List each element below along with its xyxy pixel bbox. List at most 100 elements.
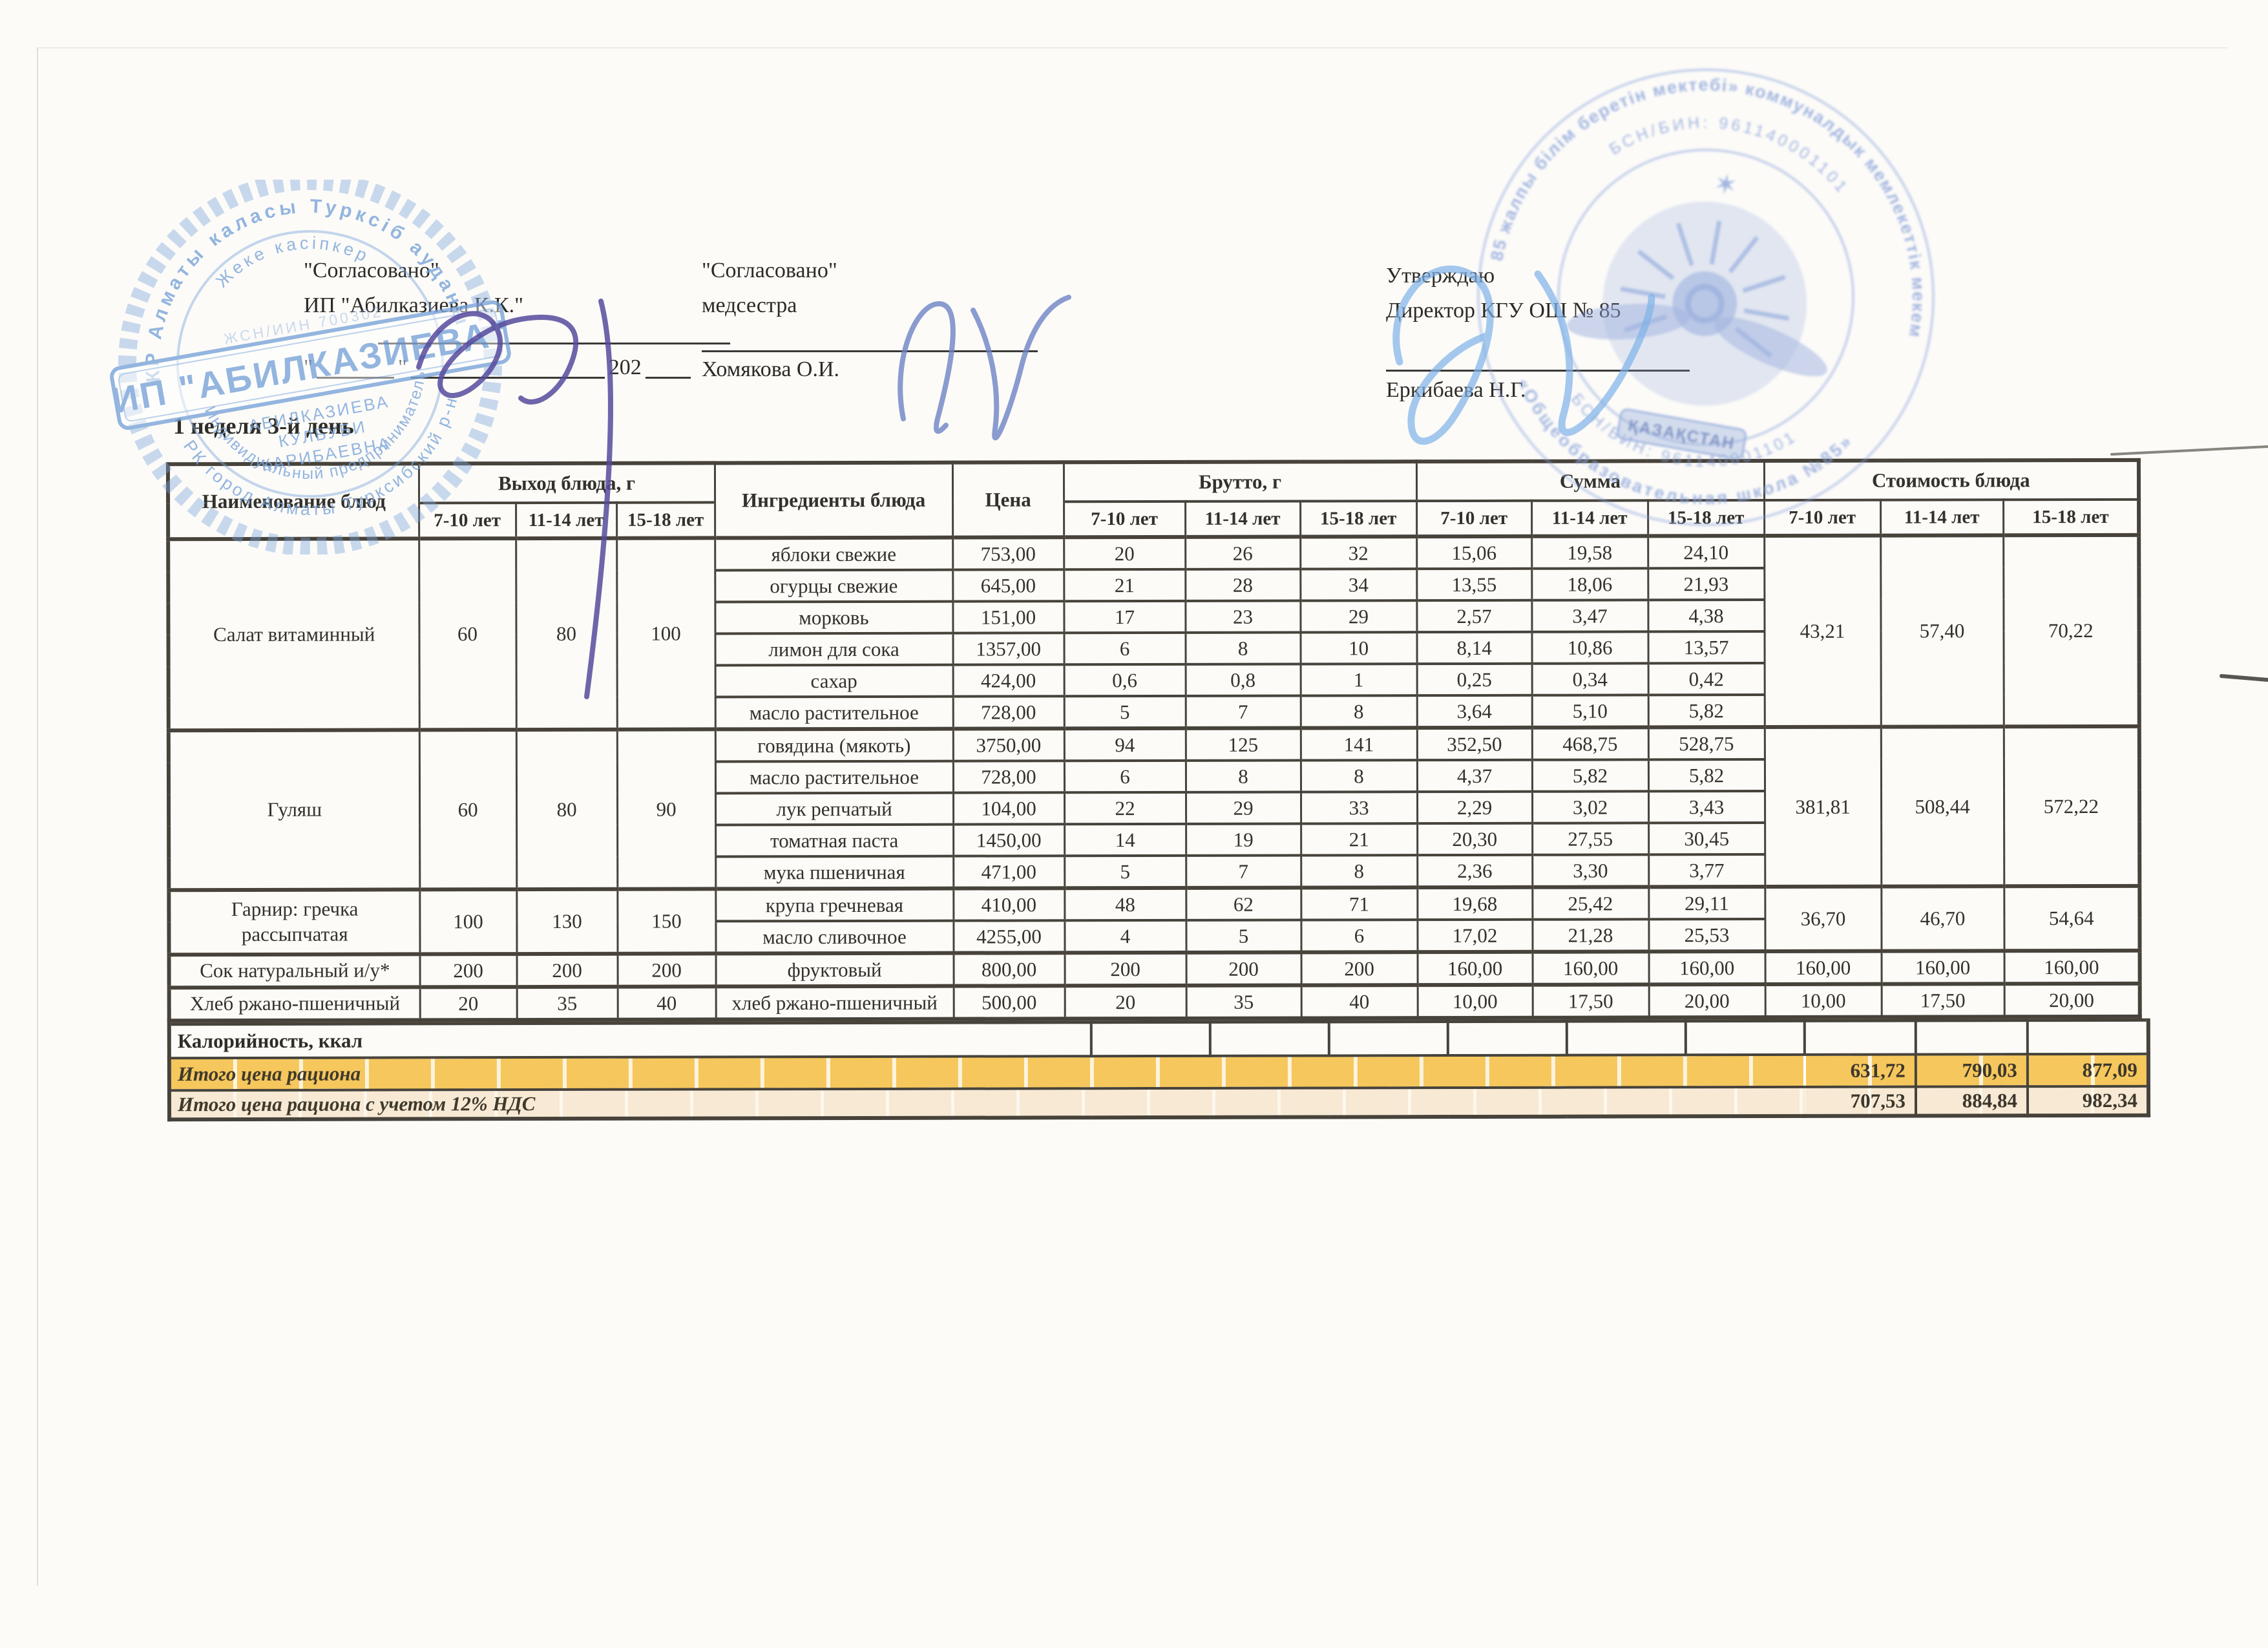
signer-name: Еркибаева Н.Г. — [1386, 378, 1526, 402]
sum-value: 8,14 — [1416, 631, 1532, 664]
brutto-value: 62 — [1186, 887, 1301, 920]
ingredient-name: крупа гречневая — [715, 888, 954, 922]
calories-label: Калорийность, ккал — [169, 1022, 1091, 1059]
brutto-value: 8 — [1300, 760, 1418, 792]
sum-value: 20,30 — [1417, 823, 1533, 856]
age-col-header: 7-10 лет — [1064, 501, 1186, 538]
sum-value: 0,25 — [1416, 663, 1532, 696]
price-value: 728,00 — [952, 761, 1065, 793]
output-value: 200 — [617, 953, 716, 987]
brutto-value: 6 — [1064, 632, 1186, 665]
ingredient-name: сахар — [715, 664, 953, 697]
paper-edge-top — [37, 47, 2227, 48]
stamp-bin-top: БСН/БИН: 961140001101 — [1604, 95, 1861, 200]
ingredient-row: Салат витаминный 60 80 100 яблоки свежие 753,… — [168, 534, 2139, 731]
col-group-sum: Сумма — [1416, 461, 1765, 502]
col-group-cost: Стоимость блюда — [1763, 460, 2139, 501]
ingredient-name: масло сливочное — [715, 920, 954, 954]
ingredient-row: Хлеб ржано-пшеничный 20 35 40 хлеб ржано-пше… — [169, 983, 2140, 1021]
sum-value: 29,11 — [1648, 887, 1765, 920]
dish-name: Салат витаминный — [168, 538, 419, 731]
sum-value: 3,47 — [1531, 600, 1648, 632]
date-year: 202 — [608, 355, 642, 379]
price-value: 4255,00 — [953, 920, 1065, 953]
ingredient-name: масло растительное — [715, 761, 954, 794]
ingredient-name: фруктовый — [715, 953, 954, 987]
brutto-value: 71 — [1301, 887, 1418, 920]
brutto-value: 8 — [1185, 632, 1301, 664]
brutto-value: 8 — [1185, 760, 1301, 792]
brutto-value: 40 — [1301, 985, 1418, 1019]
sum-value: 0,42 — [1648, 663, 1765, 695]
stamp-banner: ҚАЗАҚСТАН — [1627, 416, 1737, 453]
sum-value: 17,50 — [1532, 984, 1649, 1018]
menu-sheet: Наименование блюд Выход блюда, г Ингреди… — [165, 458, 2151, 1122]
sum-value: 5,82 — [1531, 759, 1649, 792]
sum-value: 19,68 — [1417, 887, 1533, 920]
brutto-value: 8 — [1301, 855, 1418, 888]
col-group-brutto: Брутто, г — [1063, 461, 1417, 502]
col-header-name: Наименование блюд — [167, 463, 419, 540]
brutto-value: 8 — [1300, 695, 1417, 728]
output-value: 100 — [419, 889, 517, 955]
date-blank-day — [316, 355, 394, 379]
svg-text:БСН/БИН: 961140001101: БСН/БИН: 961140001101 — [1604, 95, 1861, 200]
brutto-value: 94 — [1064, 728, 1186, 761]
date-blank-year — [645, 355, 691, 379]
price-value: 3750,00 — [952, 728, 1064, 761]
sum-value: 15,06 — [1416, 536, 1532, 569]
brutto-value: 1 — [1300, 664, 1417, 696]
age-col-header: 15-18 лет — [2003, 499, 2139, 536]
brutto-value: 200 — [1064, 952, 1186, 986]
calories-row: Калорийность, ккал — [169, 1020, 2148, 1059]
brutto-value: 17 — [1064, 600, 1186, 633]
sum-value: 17,02 — [1417, 919, 1533, 953]
sum-value: 3,64 — [1416, 695, 1532, 728]
ingredient-name: мука пшеничная — [715, 856, 954, 889]
output-value: 200 — [419, 954, 517, 988]
brutto-value: 5 — [1064, 855, 1186, 889]
sum-value: 25,53 — [1648, 919, 1765, 952]
total-vat-value: 884,84 — [1915, 1086, 2028, 1116]
ingredient-name: говядина (мякоть) — [715, 728, 953, 762]
approval-block-right: Утверждаю Директор КГУ ОШ № 85 Еркибаева… — [1386, 265, 1690, 401]
cost-value: 160,00 — [1881, 951, 2004, 984]
brutto-value: 14 — [1064, 823, 1186, 856]
brutto-value: 26 — [1185, 536, 1301, 569]
sum-value: 3,02 — [1532, 791, 1649, 823]
brutto-value: 34 — [1300, 569, 1417, 601]
price-value: 800,00 — [953, 953, 1065, 986]
scan-artifact-line-right — [2220, 674, 2268, 682]
sum-value: 5,82 — [1648, 695, 1765, 728]
total-label: Итого цена рациона — [169, 1054, 1805, 1091]
price-value: 410,00 — [953, 888, 1065, 921]
total-vat-value: 707,53 — [1804, 1086, 1916, 1116]
total-vat-value: 982,34 — [2027, 1086, 2149, 1116]
sum-value: 2,36 — [1417, 854, 1533, 888]
empty-cell — [1804, 1020, 1916, 1055]
sum-value: 19,58 — [1531, 536, 1648, 569]
age-col-header: 11-14 лет — [1185, 501, 1301, 537]
price-value: 728,00 — [952, 696, 1064, 729]
cost-value: 54,64 — [2004, 885, 2140, 951]
approval-block-left: "Согласовано" ИП "Абилказиева К.К." " " … — [304, 260, 730, 379]
sum-value: 13,55 — [1416, 568, 1532, 601]
price-value: 1450,00 — [953, 824, 1065, 856]
sum-value: 528,75 — [1648, 727, 1765, 760]
brutto-value: 35 — [1186, 985, 1301, 1019]
approval-block-middle: "Согласовано" медсестра Хомякова О.И. — [702, 260, 1038, 381]
sum-value: 468,75 — [1531, 727, 1648, 760]
empty-cell — [1328, 1021, 1448, 1056]
approval-subtitle: ИП "Абилказиева К.К." — [304, 293, 524, 317]
week-day-label: 1 неделя 3-й день — [173, 413, 354, 439]
approval-title: "Согласовано" — [304, 259, 439, 282]
cost-value: 10,00 — [1765, 984, 1882, 1018]
total-vat-row: Итого цена рациона с учетом 12% НДС 707,… — [169, 1086, 2149, 1120]
approval-subtitle: медсестра — [702, 293, 797, 317]
ingredient-name: томатная паста — [715, 824, 954, 857]
scan-artifact-line-top — [2110, 445, 2268, 456]
sum-value: 24,10 — [1648, 536, 1765, 569]
sum-value: 25,42 — [1532, 887, 1649, 920]
output-value: 200 — [516, 953, 618, 988]
